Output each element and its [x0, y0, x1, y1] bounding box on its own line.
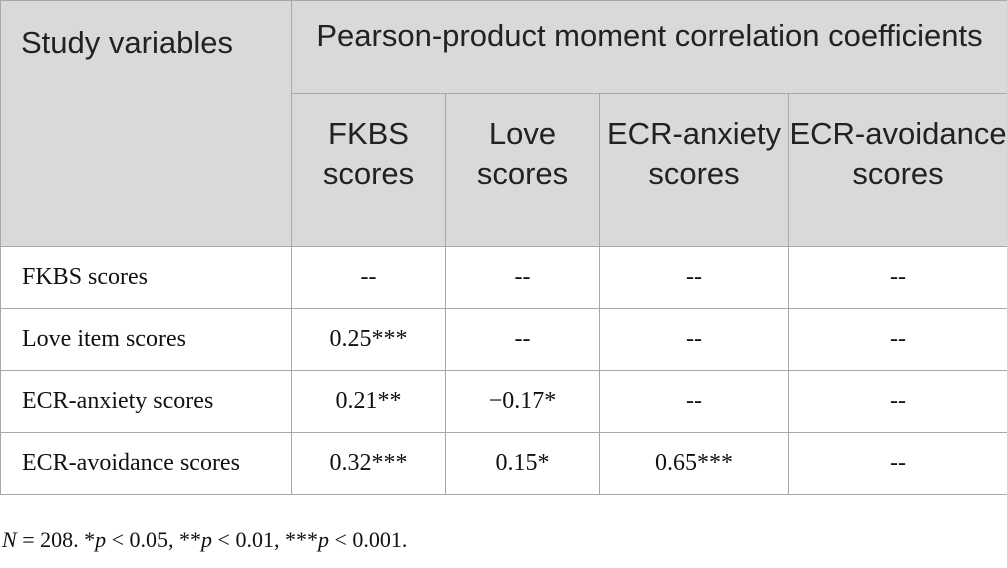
table-cell: -- [787, 308, 1007, 371]
table-cell: -- [445, 246, 600, 309]
table-cell: -- [445, 308, 600, 371]
table-cell: -- [787, 246, 1007, 309]
column-header-ecr-avoidance: ECR-avoidance scores [787, 93, 1007, 247]
column-header-fkbs: FKBS scores [291, 93, 446, 247]
table-cell: -- [599, 370, 789, 433]
table-row: ECR-anxiety scores 0.21** −0.17* -- -- [0, 370, 1007, 433]
row-label: Love item scores [0, 308, 292, 371]
row-label: ECR-avoidance scores [0, 432, 292, 495]
stub-header: Study variables [0, 0, 292, 247]
column-header-love: Love scores [445, 93, 600, 247]
row-label: ECR-anxiety scores [0, 370, 292, 433]
table-cell: 0.25*** [291, 308, 446, 371]
table-cell: -- [599, 246, 789, 309]
table-cell: 0.15* [445, 432, 600, 495]
table-cell: -- [599, 308, 789, 371]
footnote-n-symbol: N [2, 527, 17, 552]
table-cell: -- [787, 370, 1007, 433]
table-row: Love item scores 0.25*** -- -- -- [0, 308, 1007, 371]
row-label: FKBS scores [0, 246, 292, 309]
correlation-table: Study variables Pearson-product moment c… [0, 0, 1007, 495]
column-header-ecr-anxiety: ECR-anxiety scores [599, 93, 789, 247]
footnote-text: < 0.001. [328, 527, 408, 552]
table-row: ECR-avoidance scores 0.32*** 0.15* 0.65*… [0, 432, 1007, 495]
table-row: FKBS scores -- -- -- -- [0, 246, 1007, 309]
table-cell: -- [291, 246, 446, 309]
footnote-p-symbol: p [317, 527, 329, 552]
group-header: Pearson-product moment correlation coeff… [290, 0, 1007, 94]
footnote-text: = 208. * [16, 527, 96, 552]
table-footnote: N = 208. *p < 0.05, **p < 0.01, ***p < 0… [2, 527, 407, 553]
footnote-p-symbol: p [201, 527, 213, 552]
header-row-top: Study variables Pearson-product moment c… [0, 0, 1007, 247]
footnote-text: < 0.01, *** [212, 527, 318, 552]
header-row-columns: FKBS scores Love scores ECR-anxiety scor… [1, 93, 1007, 247]
footnote-text: < 0.05, ** [106, 527, 202, 552]
table-cell: 0.32*** [291, 432, 446, 495]
footnote-p-symbol: p [95, 527, 107, 552]
table-cell: -- [787, 432, 1007, 495]
table-cell: 0.21** [291, 370, 446, 433]
table-cell: 0.65*** [599, 432, 789, 495]
correlation-table-container: Study variables Pearson-product moment c… [0, 0, 1007, 495]
table-cell: −0.17* [445, 370, 600, 433]
